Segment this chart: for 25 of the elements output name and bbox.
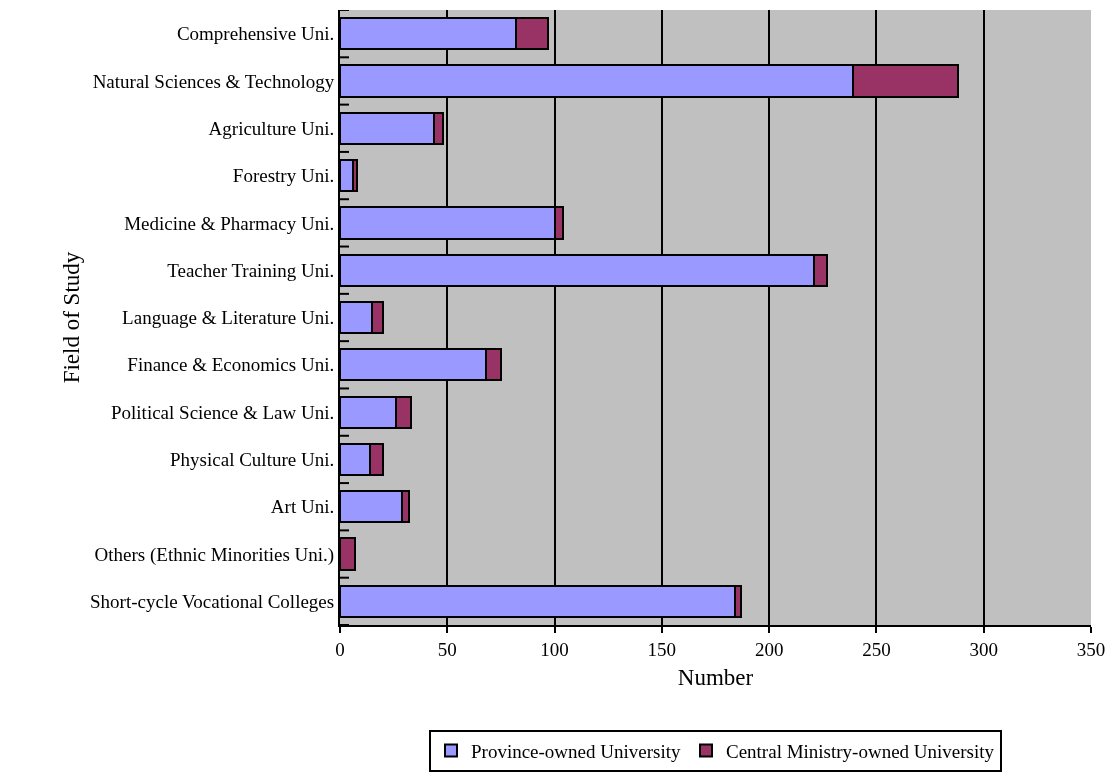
y-tick-label: Medicine & Pharmacy Uni. (124, 212, 335, 234)
y-tick-label: Comprehensive Uni. (176, 23, 335, 45)
x-tick-label: 50 (437, 638, 457, 660)
x-tick-label: 0 (335, 638, 345, 660)
x-tick-label: 250 (862, 638, 891, 660)
y-tick-label: Finance & Economics Uni. (127, 354, 335, 376)
y-tick-label: Art Uni. (270, 496, 335, 518)
y-tick-label: Short-cycle Vocational Colleges (90, 591, 335, 612)
x-axis-title: Number (677, 664, 754, 690)
y-tick-label: Language & Literature Uni. (122, 307, 335, 329)
y-tick-label: Political Science & Law Uni. (111, 401, 335, 423)
y-tick-label: Others (Ethnic Minorities Uni.) (94, 543, 335, 566)
y-axis-title: Field of Study (59, 251, 85, 384)
y-tick-label: Teacher Training Uni. (167, 259, 335, 281)
y-tick-label: Natural Sciences & Technology (92, 70, 335, 92)
x-tick-label: 150 (647, 638, 677, 660)
y-tick-label: Physical Culture Uni. (170, 449, 335, 471)
legend-label: Province-owned University (471, 740, 681, 762)
x-tick-label: 200 (754, 638, 784, 660)
x-tick-label: 100 (540, 638, 569, 660)
x-tick-label: 300 (969, 638, 998, 660)
y-tick-label: Forestry Uni. (232, 165, 335, 187)
legend-label: Central Ministry-owned University (725, 740, 995, 762)
x-tick-label: 350 (1076, 638, 1106, 660)
y-tick-label: Agriculture Uni. (208, 117, 335, 139)
